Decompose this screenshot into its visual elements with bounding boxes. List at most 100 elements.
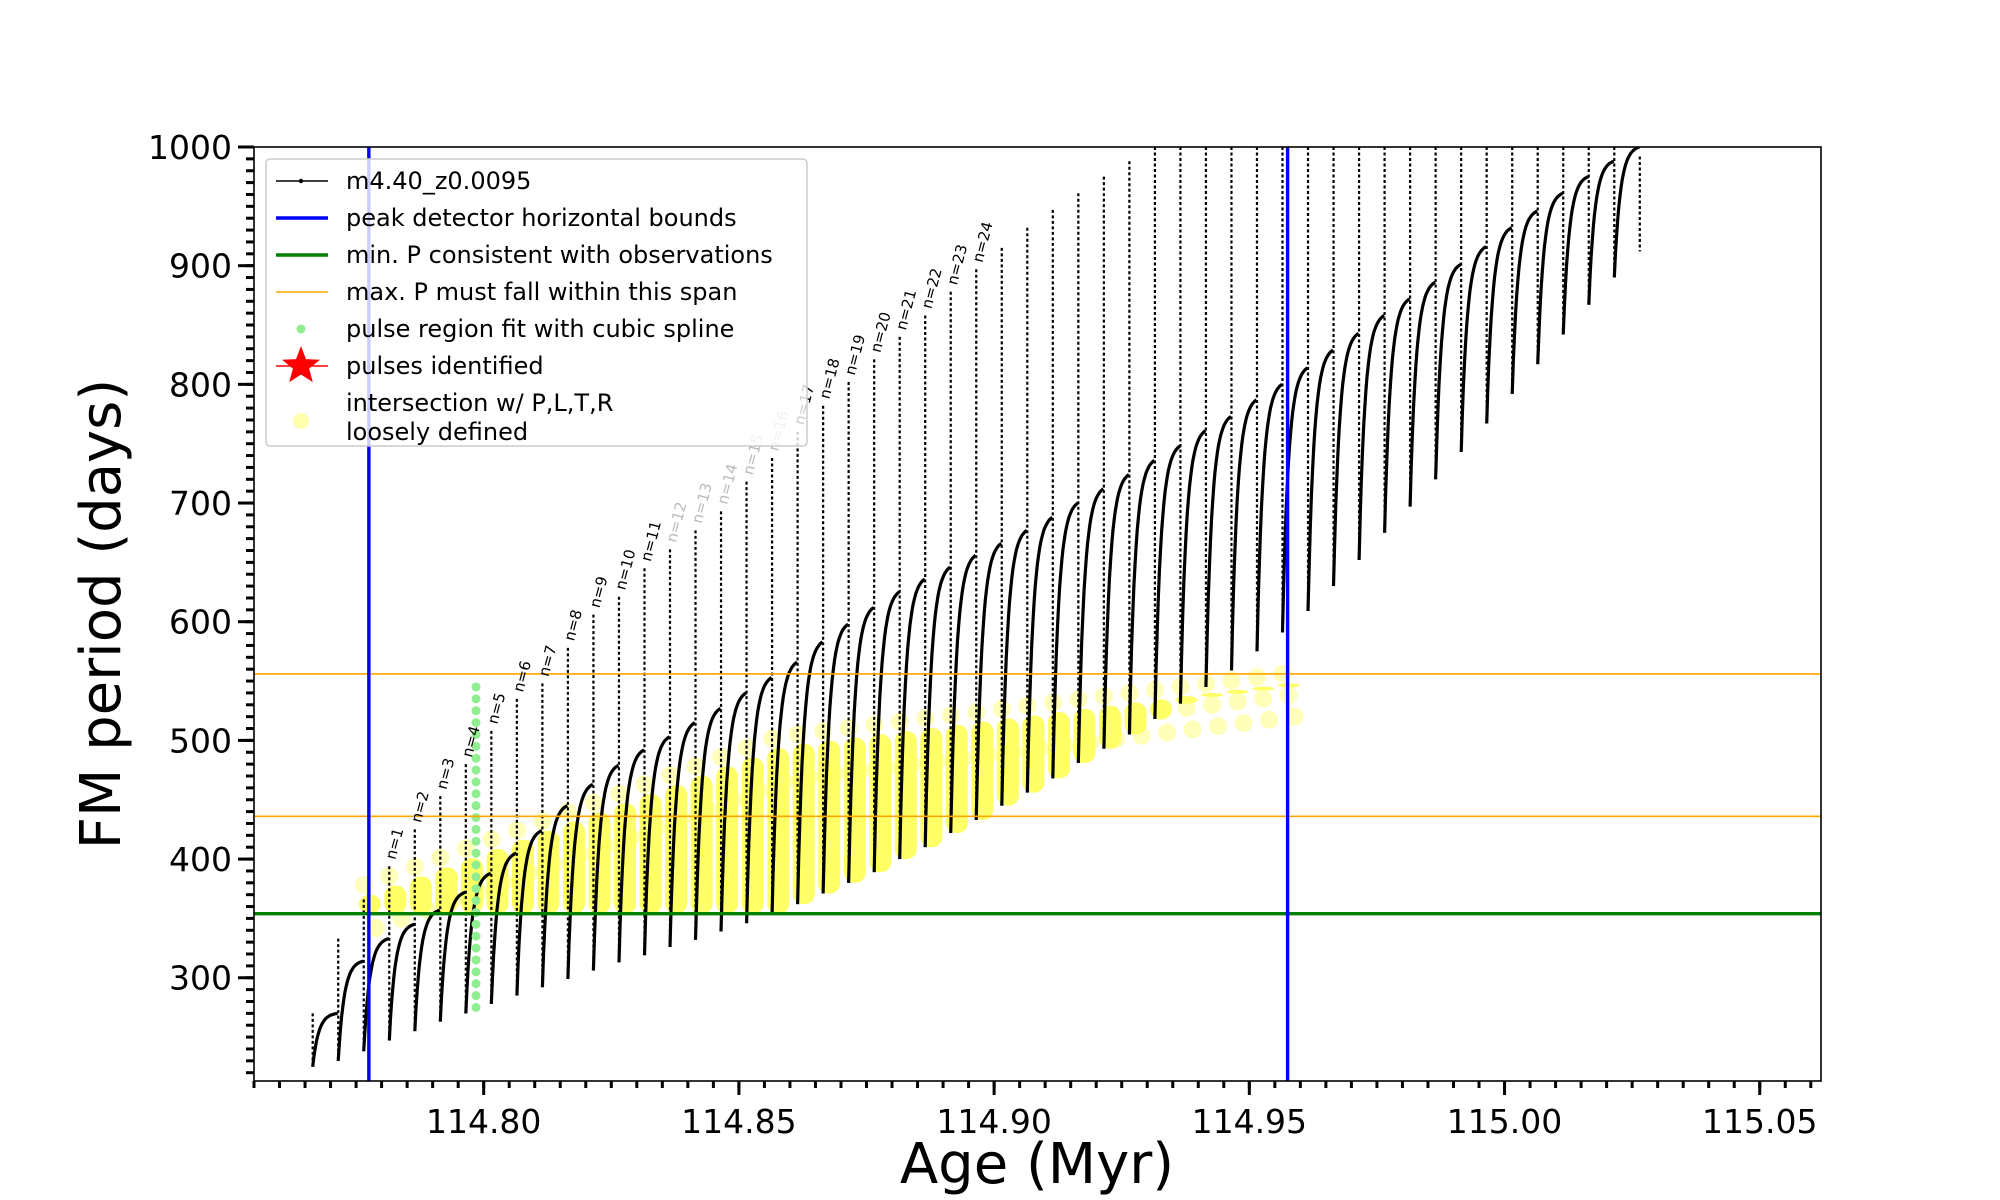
interpulse-curve [1051,501,1079,779]
intersection-point [1024,718,1043,737]
intersection-point [820,743,839,762]
interpulse-curve [693,707,722,940]
intersection-region-marker [1226,689,1249,694]
pulse-label: n=19 [841,333,869,377]
legend-label: pulse region fit with cubic spline [346,315,734,343]
intersection-point [610,784,629,803]
interpulse-curve [1612,147,1640,278]
y-tick-label: 500 [169,721,232,760]
spline-fit-point [471,955,481,965]
intersection-point [1018,696,1037,715]
pulse-label: n=20 [867,310,895,354]
intersection-point [979,745,998,764]
spline-fit-point [471,694,481,704]
spline-fit-point [471,872,481,882]
intersection-point [366,918,385,937]
intersection-point [437,870,456,889]
interpulse-curve [617,748,645,963]
intersection-point [724,790,743,809]
interpulse-curve [796,640,824,905]
legend-swatch-circle [293,413,309,429]
interpulse-curve [1255,383,1283,652]
y-axis-title: FM period (days) [69,379,134,849]
legend-label: loosely defined [346,418,528,446]
interpulse-curve [1306,348,1335,612]
intersection-point [482,830,501,849]
x-tick-label: 115.00 [1447,1102,1562,1141]
intersection-point [1132,726,1151,745]
pulse-label: n=1 [382,826,408,861]
intersection-point [488,851,507,870]
spline-fit-point [471,765,481,775]
intersection-point [749,781,768,800]
pulse-label: n=4 [458,724,484,759]
pulse-label: n=10 [611,547,639,591]
pulse-label: n=23 [943,242,971,286]
intersection-point [712,747,731,766]
interpulse-curve [1076,487,1105,763]
intersection-region-marker [843,737,866,883]
interpulse-curve [336,959,364,1061]
intersection-region-marker [792,743,815,905]
pulse-label: n=13 [688,481,716,525]
interpulse-curve [1153,444,1181,720]
legend-box [265,158,808,447]
pulse-label: n=8 [560,608,586,643]
intersection-point [698,799,717,818]
intersection-point [1228,692,1247,711]
intersection-point [1043,693,1062,712]
interpulse-curve [872,590,901,873]
interpulse-curve [1459,245,1487,453]
interpulse-curve [668,721,696,947]
spline-fit-point [471,813,481,823]
legend-label: max. P must fall within this span [346,278,737,306]
spline-fit-point [471,967,481,977]
intersection-point [411,879,430,898]
interpulse-curve [1331,331,1360,587]
intersection-point [565,824,584,843]
intersection-region-marker [1201,692,1224,697]
spline-fit-point [471,729,481,739]
intersection-point [826,764,845,783]
intersection-point [998,721,1017,740]
pulse-label: n=18 [816,356,844,400]
interpulse-curve [540,804,569,988]
intersection-point [800,768,819,787]
interpulse-curve [1229,398,1258,671]
interpulse-curve [1408,280,1436,507]
plot-frame [253,146,1822,1082]
spline-fit-point [471,1002,481,1012]
intersection-point [1254,689,1273,708]
intersection-point [896,733,915,752]
intersection-point [928,752,947,771]
legend-label: m4.40_z0.0095 [346,167,531,195]
interpulse-curve [311,1011,338,1067]
intersection-point [405,857,424,876]
spline-fit-point [471,943,481,953]
interpulse-curve [1178,429,1207,704]
intersection-point [1203,695,1222,714]
interpulse-curve [949,554,977,834]
x-tick-label: 115.05 [1702,1102,1817,1141]
interpulse-curve [566,782,594,979]
legend-swatch-dot [296,324,306,334]
interpulse-curve [1127,459,1156,735]
interpulse-curve [1510,209,1538,394]
interpulse-curve [515,829,543,996]
intersection-point [845,740,864,759]
interpulse-curve [745,676,773,924]
legend-star-icon [282,346,320,383]
intersection-point [386,888,405,907]
pulse-label: n=12 [662,500,690,544]
spline-fit-point [471,753,481,763]
spline-fit-point [471,919,481,929]
interpulse-curve [898,577,926,860]
intersection-point [902,755,921,774]
intersection-region-marker [588,812,611,914]
spline-fit-point [471,896,481,906]
intersection-point [992,699,1011,718]
spline-fit-point [471,718,481,728]
spline-fit-point [471,741,481,751]
intersection-point [1158,723,1177,742]
